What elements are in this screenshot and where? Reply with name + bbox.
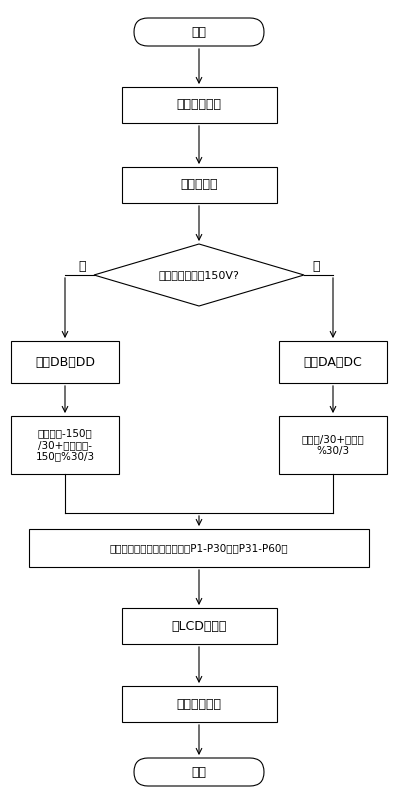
Text: 否: 否 bbox=[312, 260, 320, 273]
Bar bbox=[121, 686, 277, 722]
Bar bbox=[11, 416, 119, 474]
Bar bbox=[29, 529, 369, 567]
Text: 发送显示数据: 发送显示数据 bbox=[176, 697, 222, 711]
FancyBboxPatch shape bbox=[134, 18, 264, 46]
Text: 点亮DA或DC: 点亮DA或DC bbox=[304, 355, 362, 368]
Text: 发初始化数据: 发初始化数据 bbox=[176, 98, 222, 111]
Bar bbox=[279, 416, 387, 474]
Text: 查LCD地址表: 查LCD地址表 bbox=[171, 620, 227, 633]
FancyBboxPatch shape bbox=[134, 758, 264, 786]
Text: （电压值-150）
/30+（电压值-
150）%30/3: （电压值-150） /30+（电压值- 150）%30/3 bbox=[35, 429, 95, 462]
Text: 电压值是否大于150V?: 电压值是否大于150V? bbox=[158, 270, 240, 280]
Text: 点亮电压值对应的表盘指针（P1-P30或者P31-P60）: 点亮电压值对应的表盘指针（P1-P30或者P31-P60） bbox=[110, 543, 288, 553]
Bar bbox=[121, 608, 277, 644]
Text: 开始: 开始 bbox=[191, 26, 207, 39]
Bar bbox=[279, 341, 387, 383]
Bar bbox=[121, 167, 277, 203]
Bar bbox=[121, 87, 277, 123]
Text: 点亮DB或DD: 点亮DB或DD bbox=[35, 355, 95, 368]
Text: 是: 是 bbox=[78, 260, 86, 273]
Bar bbox=[11, 341, 119, 383]
Polygon shape bbox=[94, 244, 304, 306]
Text: 电压值/30+电压值
%30/3: 电压值/30+电压值 %30/3 bbox=[302, 434, 365, 456]
Text: 发清屏数据: 发清屏数据 bbox=[180, 178, 218, 192]
Text: 结束: 结束 bbox=[191, 766, 207, 779]
